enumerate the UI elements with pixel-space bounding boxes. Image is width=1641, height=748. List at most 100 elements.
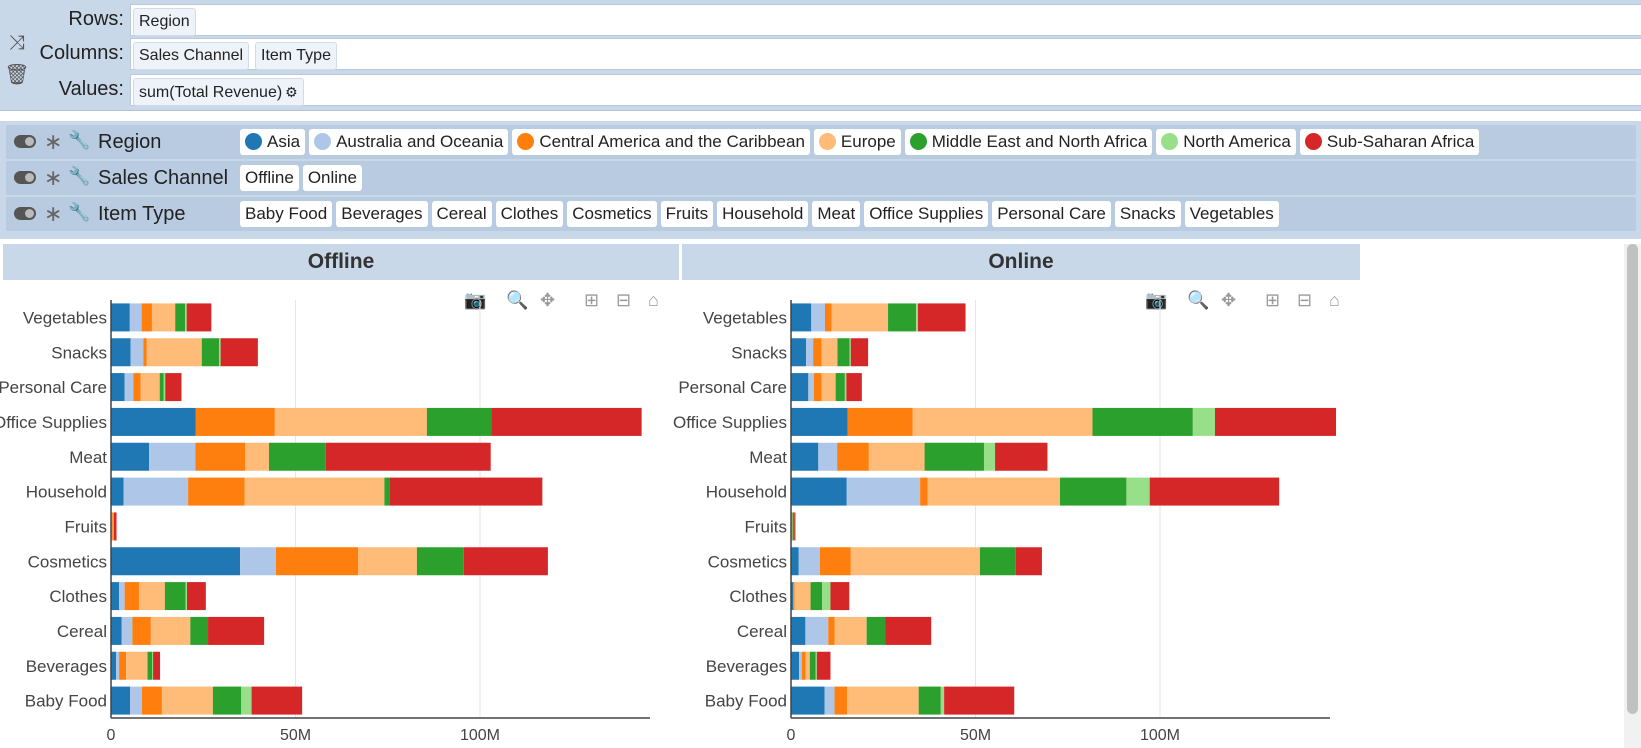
bar-snacks-middle-east-and-north-africa[interactable] bbox=[201, 338, 220, 367]
bar-household-asia[interactable] bbox=[791, 477, 847, 506]
bar-office-supplies-asia[interactable] bbox=[791, 407, 848, 436]
bar-household-australia-and-oceania[interactable] bbox=[846, 477, 921, 506]
asterisk-icon[interactable]: ∗ bbox=[44, 129, 63, 154]
bar-baby-food-sub-saharan-africa[interactable] bbox=[251, 686, 303, 715]
bar-beverages-europe[interactable] bbox=[126, 651, 148, 680]
bar-snacks-sub-saharan-africa[interactable] bbox=[850, 338, 869, 367]
bar-snacks-central-america-and-the-caribbean[interactable] bbox=[813, 338, 822, 367]
bar-clothes-north-america[interactable] bbox=[185, 582, 188, 611]
wrench-icon[interactable]: 🔧 bbox=[68, 202, 91, 222]
values-drop-zone[interactable]: sum(Total Revenue) ⚙ bbox=[130, 74, 1641, 106]
bar-cereal-europe[interactable] bbox=[150, 616, 191, 645]
filter-value-household[interactable]: Household bbox=[717, 201, 809, 227]
filter-value-north-america[interactable]: North America bbox=[1156, 129, 1296, 155]
bar-household-middle-east-and-north-africa[interactable] bbox=[1060, 477, 1127, 506]
toggle-icon[interactable] bbox=[14, 171, 36, 184]
bar-clothes-australia-and-oceania[interactable] bbox=[119, 582, 125, 611]
bar-cereal-sub-saharan-africa[interactable] bbox=[885, 616, 932, 645]
bar-household-sub-saharan-africa[interactable] bbox=[1149, 477, 1280, 506]
bar-clothes-asia[interactable] bbox=[791, 582, 794, 611]
bar-meat-north-america[interactable] bbox=[983, 442, 996, 471]
bar-meat-europe[interactable] bbox=[868, 442, 925, 471]
bar-clothes-europe[interactable] bbox=[794, 582, 811, 611]
bar-cereal-central-america-and-the-caribbean[interactable] bbox=[828, 616, 835, 645]
bar-baby-food-central-america-and-the-caribbean[interactable] bbox=[834, 686, 848, 715]
columns-chip-sales-channel[interactable]: Sales Channel bbox=[133, 42, 250, 70]
bar-beverages-sub-saharan-africa[interactable] bbox=[816, 651, 831, 680]
bar-meat-central-america-and-the-caribbean[interactable] bbox=[837, 442, 869, 471]
bar-snacks-middle-east-and-north-africa[interactable] bbox=[837, 338, 850, 367]
bar-snacks-central-america-and-the-caribbean[interactable] bbox=[143, 338, 147, 367]
toggle-icon[interactable] bbox=[14, 207, 36, 220]
bar-cereal-australia-and-oceania[interactable] bbox=[805, 616, 829, 645]
bar-baby-food-sub-saharan-africa[interactable] bbox=[944, 686, 1015, 715]
bar-office-supplies-europe[interactable] bbox=[912, 407, 1093, 436]
bar-household-central-america-and-the-caribbean[interactable] bbox=[188, 477, 245, 506]
bar-cereal-middle-east-and-north-africa[interactable] bbox=[866, 616, 886, 645]
bar-fruits-sub-saharan-africa[interactable] bbox=[794, 512, 796, 541]
filter-value-sub-saharan-africa[interactable]: Sub-Saharan Africa bbox=[1299, 129, 1480, 155]
asterisk-icon[interactable]: ∗ bbox=[44, 201, 63, 226]
rows-drop-zone[interactable]: Region bbox=[130, 4, 1641, 36]
scrollbar-thumb[interactable] bbox=[1627, 244, 1638, 714]
bar-snacks-sub-saharan-africa[interactable] bbox=[220, 338, 258, 367]
bar-baby-food-north-america[interactable] bbox=[241, 686, 252, 715]
filter-value-meat[interactable]: Meat bbox=[812, 201, 861, 227]
bar-beverages-north-america[interactable] bbox=[815, 651, 817, 680]
camera-icon[interactable]: 📷 bbox=[1145, 290, 1168, 310]
bar-household-europe[interactable] bbox=[927, 477, 1061, 506]
gear-icon[interactable]: ⚙ bbox=[285, 84, 298, 100]
zoom-out-icon[interactable]: ⊟ bbox=[616, 290, 632, 310]
bar-clothes-middle-east-and-north-africa[interactable] bbox=[164, 582, 186, 611]
bar-cereal-australia-and-oceania[interactable] bbox=[121, 616, 133, 645]
bar-cereal-middle-east-and-north-africa[interactable] bbox=[190, 616, 209, 645]
bar-household-north-america[interactable] bbox=[1126, 477, 1150, 506]
bar-personal-care-australia-and-oceania[interactable] bbox=[808, 373, 814, 402]
bar-personal-care-europe[interactable] bbox=[140, 373, 160, 402]
filter-value-snacks[interactable]: Snacks bbox=[1114, 201, 1181, 227]
bar-snacks-north-america[interactable] bbox=[849, 338, 851, 367]
bar-office-supplies-asia[interactable] bbox=[111, 407, 196, 436]
trash-icon[interactable]: 🗑 bbox=[4, 64, 30, 86]
bar-cereal-sub-saharan-africa[interactable] bbox=[208, 616, 265, 645]
bar-vegetables-asia[interactable] bbox=[791, 303, 812, 332]
bar-beverages-sub-saharan-africa[interactable] bbox=[153, 651, 161, 680]
bar-clothes-asia[interactable] bbox=[111, 582, 120, 611]
filter-value-europe[interactable]: Europe bbox=[813, 129, 901, 155]
bar-beverages-australia-and-oceania[interactable] bbox=[799, 651, 802, 680]
asterisk-icon[interactable]: ∗ bbox=[44, 165, 63, 190]
bar-vegetables-europe[interactable] bbox=[831, 303, 889, 332]
bar-personal-care-middle-east-and-north-africa[interactable] bbox=[159, 373, 164, 402]
pan-icon[interactable]: ✥ bbox=[1221, 290, 1237, 310]
bar-baby-food-central-america-and-the-caribbean[interactable] bbox=[141, 686, 162, 715]
bar-household-asia[interactable] bbox=[111, 477, 124, 506]
filter-value-cosmetics[interactable]: Cosmetics bbox=[567, 201, 657, 227]
bar-cosmetics-sub-saharan-africa[interactable] bbox=[1015, 547, 1042, 576]
bar-snacks-asia[interactable] bbox=[111, 338, 131, 367]
bar-personal-care-central-america-and-the-caribbean[interactable] bbox=[133, 373, 141, 402]
bar-meat-middle-east-and-north-africa[interactable] bbox=[924, 442, 984, 471]
zoom-out-icon[interactable]: ⊟ bbox=[1297, 290, 1313, 310]
bar-snacks-australia-and-oceania[interactable] bbox=[130, 338, 144, 367]
filter-value-asia[interactable]: Asia bbox=[240, 129, 306, 155]
shuffle-icon[interactable]: ⤨ bbox=[9, 32, 25, 54]
bar-personal-care-europe[interactable] bbox=[821, 373, 836, 402]
bar-cosmetics-europe[interactable] bbox=[358, 547, 417, 576]
columns-chip-item-type[interactable]: Item Type bbox=[255, 42, 337, 70]
bar-personal-care-sub-saharan-africa[interactable] bbox=[846, 373, 862, 402]
bar-cosmetics-asia[interactable] bbox=[111, 547, 241, 576]
bar-personal-care-middle-east-and-north-africa[interactable] bbox=[835, 373, 845, 402]
values-chip-total-revenue[interactable]: sum(Total Revenue) ⚙ bbox=[133, 78, 304, 106]
bar-beverages-north-america[interactable] bbox=[152, 651, 154, 680]
bar-vegetables-central-america-and-the-caribbean[interactable] bbox=[141, 303, 152, 332]
bar-vegetables-middle-east-and-north-africa[interactable] bbox=[175, 303, 186, 332]
bar-meat-sub-saharan-africa[interactable] bbox=[325, 442, 491, 471]
bar-cosmetics-central-america-and-the-caribbean[interactable] bbox=[819, 547, 851, 576]
bar-snacks-europe[interactable] bbox=[146, 338, 202, 367]
bar-vegetables-central-america-and-the-caribbean[interactable] bbox=[824, 303, 832, 332]
rows-chip-region[interactable]: Region bbox=[133, 8, 196, 36]
bar-baby-food-middle-east-and-north-africa[interactable] bbox=[212, 686, 242, 715]
zoom-icon[interactable]: 🔍 bbox=[1187, 290, 1210, 310]
bar-beverages-australia-and-oceania[interactable] bbox=[116, 651, 120, 680]
bar-clothes-middle-east-and-north-africa[interactable] bbox=[810, 582, 822, 611]
